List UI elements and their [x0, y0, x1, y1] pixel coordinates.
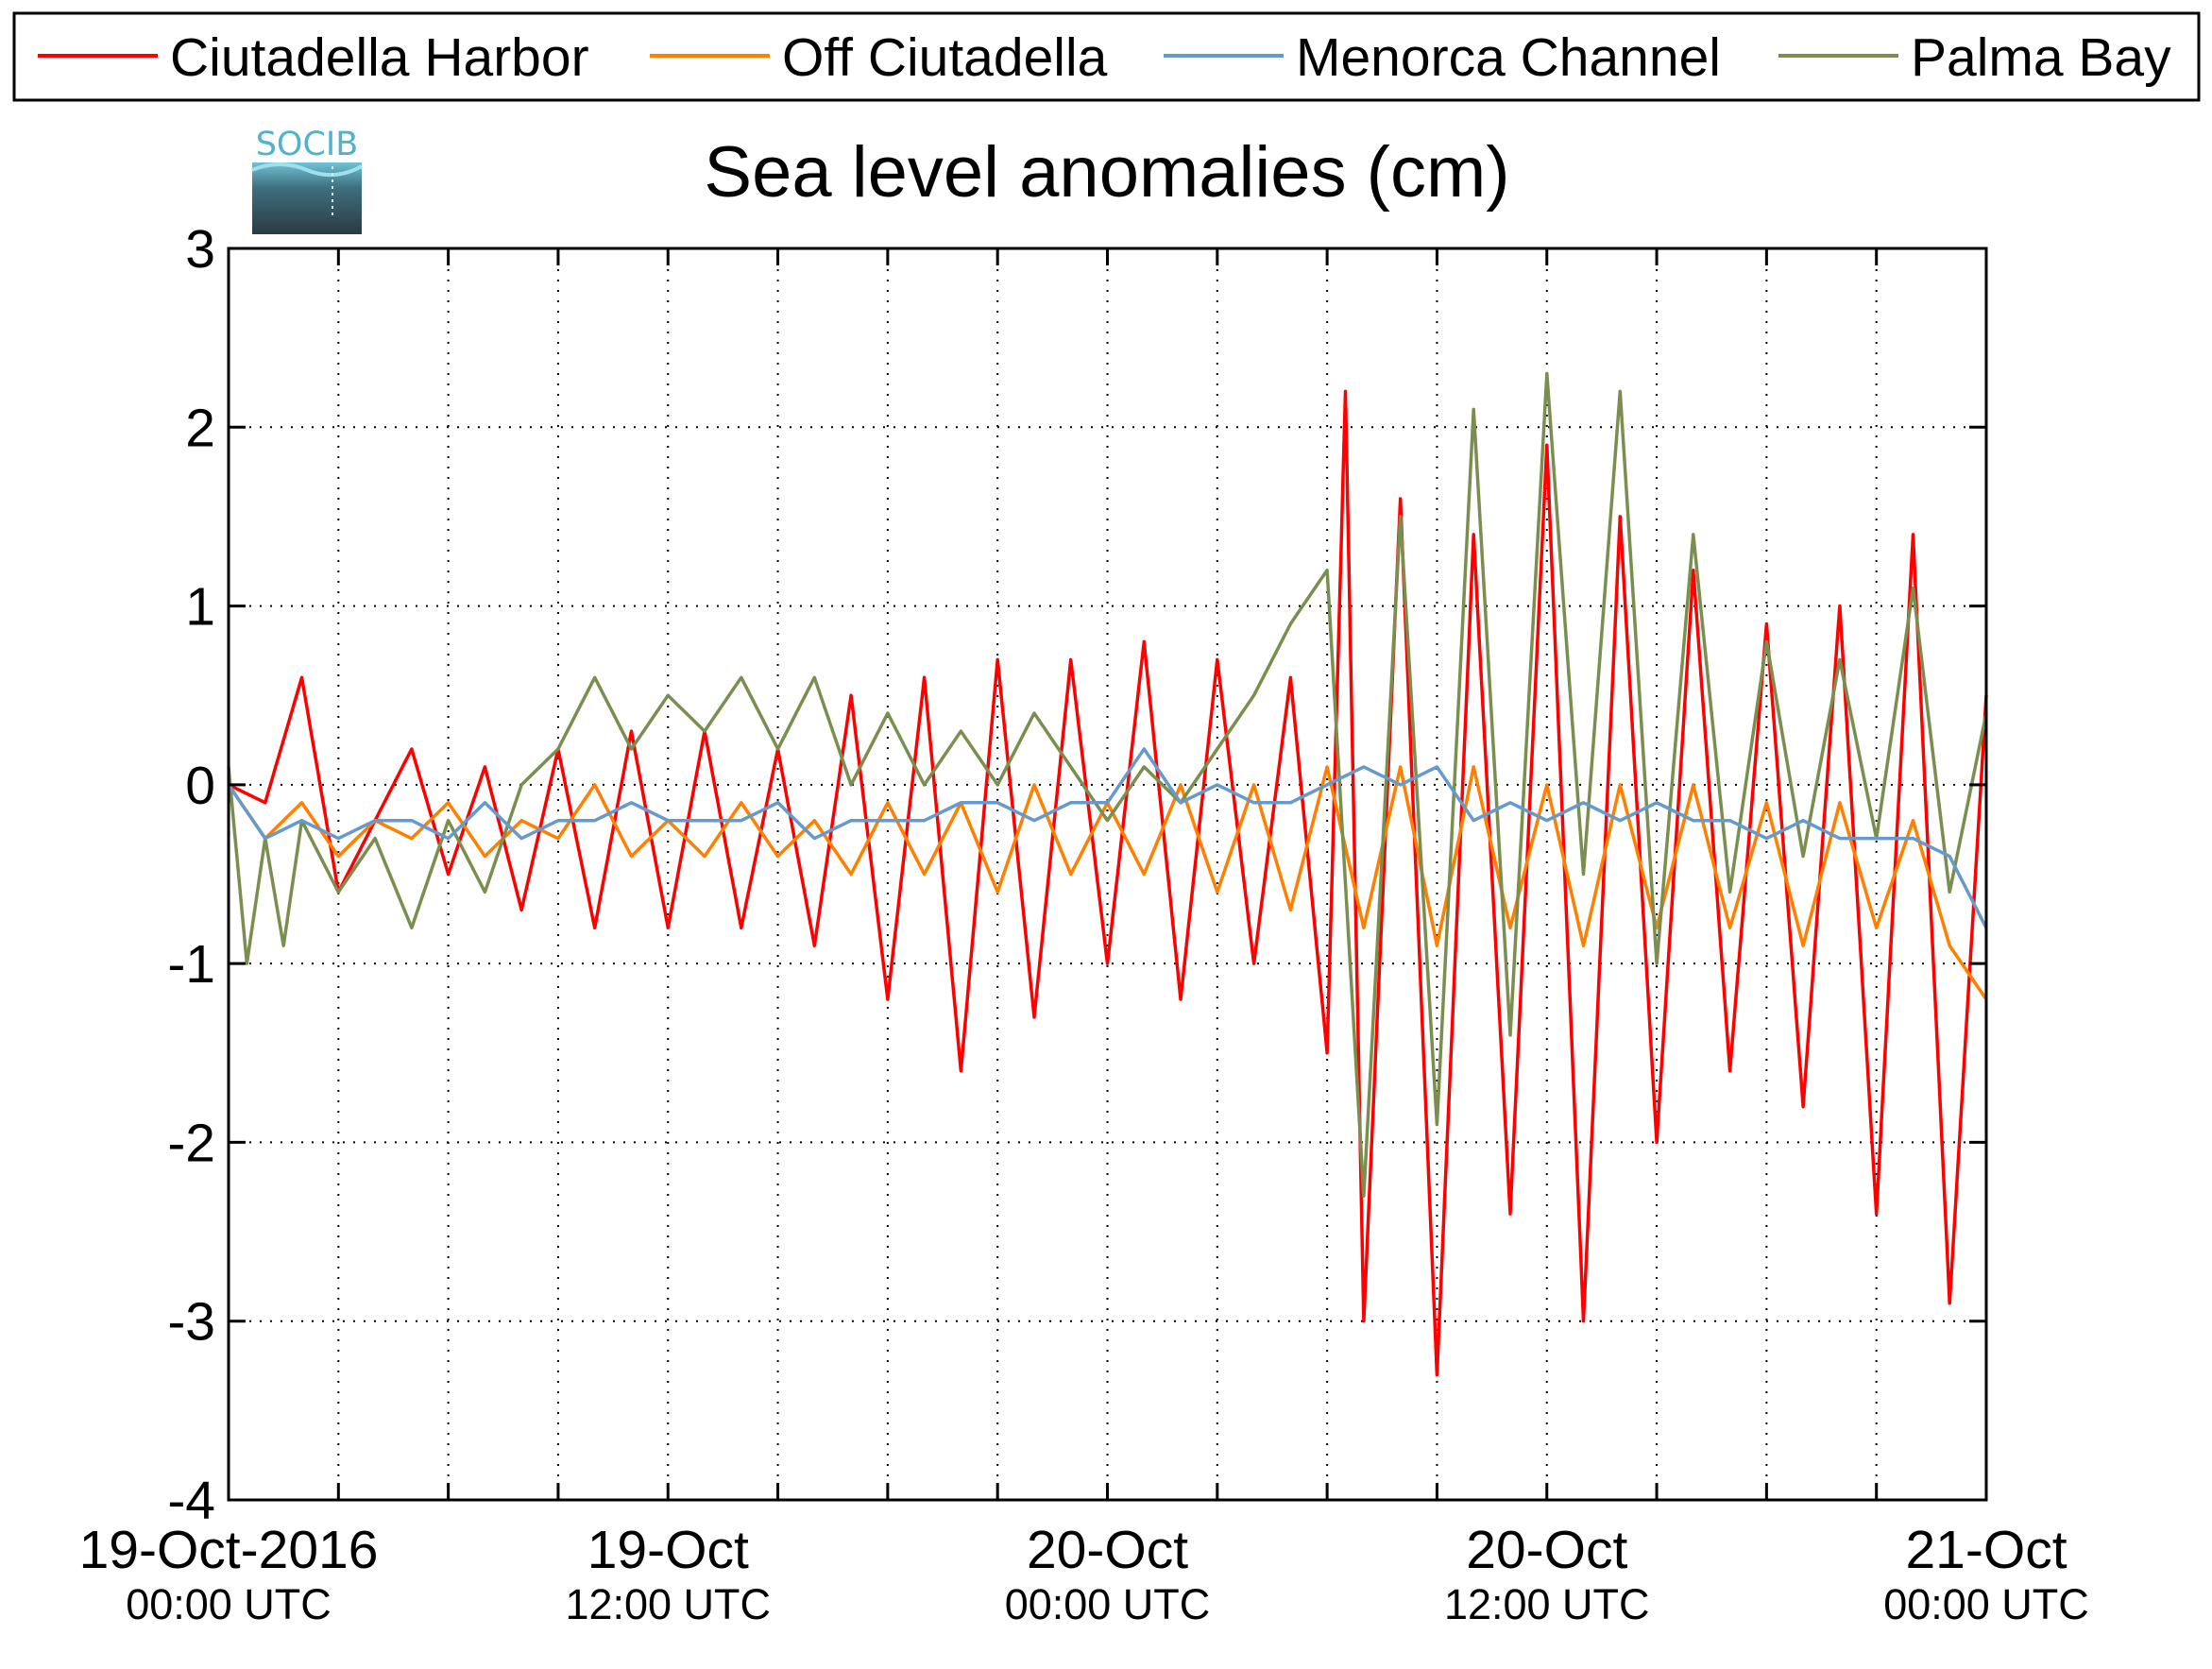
y-axis-labels: 3 2 1 0 -1 -2 -3 -4 [167, 219, 215, 1531]
x-tick-date-label: 20-Oct [1466, 1520, 1627, 1580]
x-tick-time-label: 12:00 UTC [1444, 1580, 1650, 1628]
y-tick-label: -2 [167, 1113, 215, 1173]
series-line-palma-bay [227, 371, 1988, 1198]
x-tick-time-label: 00:00 UTC [126, 1580, 332, 1628]
grid [229, 248, 1986, 1500]
x-tick-date-label: 20-Oct [1027, 1520, 1188, 1580]
y-tick-label: -1 [167, 934, 215, 995]
chart-title: Sea level anomalies (cm) [704, 132, 1509, 213]
x-tick-time-label: 00:00 UTC [1883, 1580, 2089, 1628]
y-tick-label: 2 [185, 398, 215, 458]
y-tick-label: 1 [185, 577, 215, 638]
y-tick-label: 0 [185, 756, 215, 816]
x-tick-date-label: 21-Oct [1905, 1520, 2067, 1580]
legend-label: Ciutadella Harbor [170, 27, 589, 88]
series-line-ciutadella-harbor [228, 389, 1988, 1377]
x-tick-date-label: 19-Oct-2016 [79, 1520, 379, 1580]
legend: Ciutadella Harbor Off Ciutadella Menorca C… [12, 11, 2201, 102]
socib-logo: SOCIB [251, 126, 363, 234]
logo-text: SOCIB [256, 126, 359, 163]
x-tick-time-label: 12:00 UTC [565, 1580, 771, 1628]
plot-series [227, 371, 1988, 1377]
x-tick-date-label: 19-Oct [587, 1520, 749, 1580]
y-tick-label: -3 [167, 1292, 215, 1353]
legend-label: Palma Bay [1911, 27, 2171, 88]
series-line-menorca-channel [227, 747, 1988, 929]
legend-label: Off Ciutadella [782, 27, 1108, 88]
y-tick-label: 3 [185, 219, 215, 280]
legend-label: Menorca Channel [1296, 27, 1721, 88]
logo-wave [251, 162, 363, 178]
y-tick-label: -4 [167, 1471, 215, 1531]
axis-ticks [227, 247, 1988, 1502]
x-tick-time-label: 00:00 UTC [1005, 1580, 1211, 1628]
